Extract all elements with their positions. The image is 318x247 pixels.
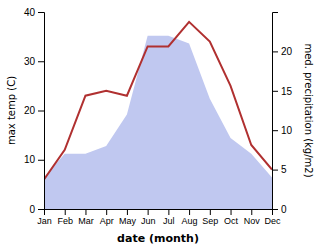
tick-label: 10 [24,154,36,165]
tick-label: Mar [78,216,94,226]
tick-mark [38,12,44,13]
tick: 10 [24,154,44,165]
area [44,36,272,209]
tick-label: Jun [141,216,156,226]
tick-mark [38,61,44,62]
tick: Apr [100,209,114,226]
tick-label: Sep [202,216,218,226]
tick-mark [272,170,278,171]
tick-label: 40 [24,7,36,18]
tick-label: Jul [163,216,175,226]
tick-mark [189,209,190,215]
line [44,22,272,180]
tick-label: Feb [57,216,73,226]
tick: Jun [141,209,156,226]
tick: Mar [78,209,94,226]
tick: Nov [244,209,261,226]
tick: 20 [24,105,44,116]
y-axis: 0 10 20 30 40 [24,7,45,215]
tick-label: 0 [29,204,35,215]
tick-mark [272,130,278,131]
tick-label: Dec [264,216,281,226]
tick: Feb [57,209,73,226]
tick-label: 30 [24,56,36,67]
tick: 20 [272,46,293,57]
tick-label: 20 [24,105,36,116]
tick-mark [127,209,128,215]
x-axis-title: date (month) [117,232,199,245]
y2-axis: 0 5 10 15 20 [272,13,293,215]
tick: May [119,209,137,226]
tick-mark [210,209,211,215]
tick-mark [272,51,278,52]
tick: 30 [24,56,44,67]
tick-label: 15 [281,86,293,97]
tick-mark [148,209,149,215]
tick-label: 5 [281,164,287,175]
y-axis-title: max temp (C) [6,76,17,145]
tick-label: 0 [281,204,287,215]
tick-mark [38,160,44,161]
tick: 40 [24,7,44,18]
tick: Aug [182,209,198,226]
x-axis: Jan Feb Mar Apr May Jun Jul Aug Sep Oct NovDec [37,209,281,226]
tick-label: Nov [244,216,261,226]
tick-mark [272,91,278,92]
tick-mark [106,209,107,215]
tick-label: Aug [182,216,198,226]
tick-mark [272,209,278,210]
tick-label: 20 [281,46,293,57]
tick-mark [65,209,66,215]
plot: JanFebMarAprMayJunJulAugSepOctNovDec0102… [24,7,293,227]
tick-mark [38,111,44,112]
tick-label: Oct [224,216,239,226]
axis-line [45,210,273,216]
tick: 0 [29,204,44,215]
marks [44,22,272,209]
tick-label: Apr [100,216,114,226]
tick-mark [85,209,86,215]
tick: Oct [224,209,239,226]
y2-axis-title: med. precipitation (kg/m2) [303,43,314,177]
tick: Sep [202,209,218,226]
tick: Jan [37,209,52,226]
tick: 5 [272,164,287,175]
tick-mark [38,209,44,210]
chart: JanFebMarAprMayJunJulAugSepOctNovDec0102… [0,0,318,247]
axis-line [38,13,45,210]
tick-mark [231,209,232,215]
axis-line [273,13,279,210]
tick-mark [251,209,252,215]
tick: 15 [272,86,293,97]
tick-label: May [119,216,137,226]
tick: Dec [264,209,281,226]
tick-mark [168,209,169,215]
tick: 10 [272,125,293,136]
tick: Jul [163,209,175,226]
tick-label: Jan [37,216,52,226]
tick-label: 10 [281,125,293,136]
tick: 0 [272,204,287,215]
